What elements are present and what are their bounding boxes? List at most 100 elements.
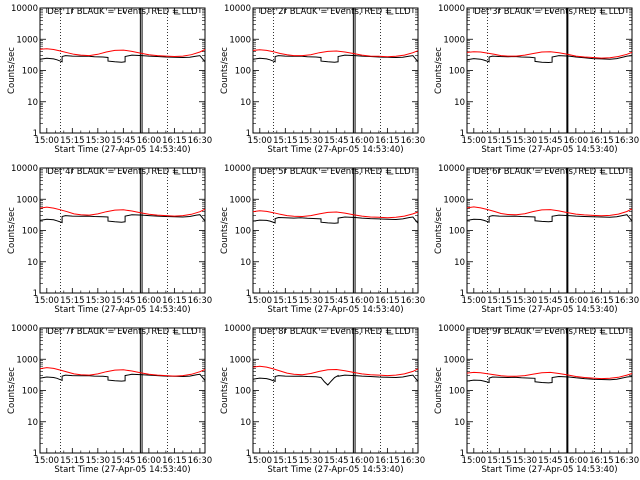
x-tick-label: 15:45 (324, 456, 349, 466)
lld-series-line (466, 51, 633, 59)
y-tick-label: 10 (27, 258, 38, 268)
detector-panel-6: Det 6r BLACK = Events, RED = LLD 1 10 100 10… (434, 164, 639, 315)
y-tick-label: 1 (33, 289, 38, 299)
x-tick-label: 16:15 (589, 136, 614, 146)
y-tick-label: 100 (235, 227, 251, 237)
detector-panel-2: Det 2r BLACK = Events, RED = LLD 1 10 100 10… (220, 4, 425, 155)
y-tick-label: 10000 (11, 4, 38, 14)
x-tick-label: 15:00 (248, 456, 273, 466)
detector-panel-1: Det 1r BLACK = Events, RED = LLD 1 10 100 10… (7, 4, 212, 155)
x-tick-label: 15:45 (538, 136, 563, 146)
events-series-line (466, 375, 633, 384)
panel-title: Det 3r BLACK = Events, RED = LLD (474, 7, 625, 17)
bracket-mark (173, 8, 181, 15)
x-axis-label: Start Time (27-Apr-05 14:53:40) (481, 305, 617, 315)
x-tick-label: 16:30 (401, 456, 426, 466)
y-axis-label: Counts/sec (220, 367, 230, 414)
x-tick-label: 16:30 (615, 296, 640, 306)
y-tick-label: 1 (460, 129, 465, 139)
bracket-mark (600, 328, 608, 335)
bracket-mark (386, 8, 394, 15)
x-axis-label: Start Time (27-Apr-05 14:53:40) (481, 145, 617, 155)
y-tick-label: 1 (460, 289, 465, 299)
panel-title: Det 2r BLACK = Events, RED = LLD (260, 7, 411, 17)
y-axis-label: Counts/sec (434, 367, 444, 414)
x-tick-label: 16:30 (188, 136, 213, 146)
x-axis-label: Start Time (27-Apr-05 14:53:40) (267, 465, 403, 475)
x-tick-label: 16:30 (188, 296, 213, 306)
y-tick-label: 10000 (438, 164, 465, 174)
lld-series-line (466, 206, 633, 217)
lld-series-line (252, 49, 419, 58)
x-tick-label: 16:30 (401, 136, 426, 146)
detector-panel-4: Det 4r BLACK = Events, RED = LLD 1 10 100 10… (7, 164, 212, 315)
y-axis-label: Counts/sec (220, 207, 230, 254)
y-tick-label: 1000 (229, 195, 251, 205)
y-tick-label: 10 (240, 418, 251, 428)
y-tick-label: 10000 (438, 4, 465, 14)
y-tick-label: 100 (449, 227, 465, 237)
x-tick-label: 15:00 (462, 136, 487, 146)
bracket-mark (386, 168, 394, 175)
x-tick-label: 16:15 (589, 456, 614, 466)
panel-title: Det 9r BLACK = Events, RED = LLD (474, 327, 625, 337)
y-tick-label: 1 (33, 129, 38, 139)
x-tick-label: 15:45 (111, 456, 136, 466)
y-tick-label: 1 (246, 289, 251, 299)
panel-title: Det 8r BLACK = Events, RED = LLD (260, 327, 411, 337)
y-tick-label: 1000 (16, 195, 38, 205)
y-axis-label: Counts/sec (7, 207, 17, 254)
x-tick-label: 15:00 (248, 136, 273, 146)
x-tick-label: 15:00 (462, 456, 487, 466)
plot-frame (466, 327, 633, 454)
plot-frame (39, 167, 206, 294)
x-tick-label: 15:00 (462, 296, 487, 306)
y-tick-label: 10000 (224, 164, 251, 174)
x-tick-label: 15:00 (35, 296, 60, 306)
x-tick-label: 16:30 (401, 296, 426, 306)
x-tick-label: 16:00 (564, 456, 589, 466)
y-tick-label: 100 (235, 387, 251, 397)
y-tick-label: 10 (454, 418, 465, 428)
x-tick-label: 15:15 (487, 296, 512, 306)
y-axis-label: Counts/sec (7, 47, 17, 94)
x-tick-label: 15:30 (299, 296, 324, 306)
x-tick-label: 16:15 (162, 296, 187, 306)
y-tick-label: 10 (27, 98, 38, 108)
x-tick-label: 15:00 (35, 456, 60, 466)
x-axis-label: Start Time (27-Apr-05 14:53:40) (54, 465, 190, 475)
y-tick-label: 1000 (16, 355, 38, 365)
x-tick-label: 15:45 (111, 136, 136, 146)
plot-frame (39, 7, 206, 134)
x-tick-label: 15:15 (60, 296, 85, 306)
x-tick-label: 15:30 (299, 136, 324, 146)
y-tick-label: 10 (240, 258, 251, 268)
y-tick-label: 10000 (11, 324, 38, 334)
x-tick-label: 16:30 (615, 136, 640, 146)
events-series-line (252, 374, 419, 386)
x-tick-label: 16:15 (162, 456, 187, 466)
y-tick-label: 10 (240, 98, 251, 108)
x-tick-label: 16:15 (589, 296, 614, 306)
y-tick-label: 1 (246, 129, 251, 139)
plot-frame (252, 7, 419, 134)
detector-panel-7: Det 7r BLACK = Events, RED = LLD 1 10 100 10… (7, 324, 212, 475)
panel-title: Det 7r BLACK = Events, RED = LLD (47, 327, 198, 337)
y-tick-label: 1000 (16, 35, 38, 45)
x-tick-label: 15:00 (35, 136, 60, 146)
y-tick-label: 10 (454, 258, 465, 268)
x-tick-label: 16:00 (137, 296, 162, 306)
x-tick-label: 16:00 (564, 136, 589, 146)
plot-frame (466, 167, 633, 294)
x-tick-label: 16:15 (375, 296, 400, 306)
x-tick-label: 16:00 (137, 456, 162, 466)
x-tick-label: 15:45 (538, 296, 563, 306)
x-tick-label: 15:30 (86, 456, 111, 466)
y-tick-label: 1000 (229, 355, 251, 365)
bracket-mark (386, 328, 394, 335)
y-tick-label: 100 (235, 67, 251, 77)
x-tick-label: 15:30 (513, 296, 538, 306)
bracket-mark (173, 168, 181, 175)
y-tick-label: 1000 (443, 355, 465, 365)
x-axis-label: Start Time (27-Apr-05 14:53:40) (54, 305, 190, 315)
